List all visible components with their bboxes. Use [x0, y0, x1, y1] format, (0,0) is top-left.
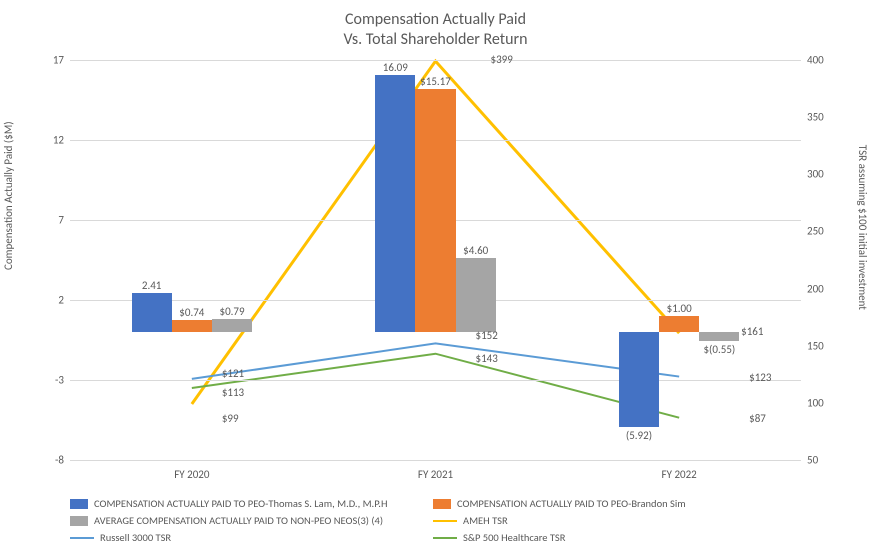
- gridline: [70, 460, 801, 461]
- legend-item-peo_sim: COMPENSATION ACTUALLY PAID TO PEO-Brando…: [433, 497, 778, 510]
- line-label-sp500hc_tsr: $87: [749, 412, 766, 425]
- legend: COMPENSATION ACTUALLY PAID TO PEO-Thomas…: [70, 497, 801, 548]
- legend-item-non_peo: AVERAGE COMPENSATION ACTUALLY PAID TO NO…: [70, 514, 415, 527]
- bar-non_peo: [212, 319, 252, 332]
- legend-label: Russell 3000 TSR: [100, 531, 171, 544]
- y-left-tick: -3: [55, 374, 64, 387]
- y-right-tick: 100: [807, 396, 824, 409]
- chart-container: Compensation Actually Paid Vs. Total Sha…: [0, 0, 871, 552]
- y-right-tick: 200: [807, 282, 824, 295]
- plot-area: -8-327121750100150200250300350400FY 2020…: [70, 60, 801, 460]
- line-label-ameh_tsr: $399: [491, 53, 513, 66]
- bar-label-peo_lam: 2.41: [142, 279, 162, 292]
- y-left-tick: 7: [58, 214, 64, 227]
- line-sp500hc_tsr: [192, 354, 679, 418]
- category-label: FY 2022: [662, 468, 697, 481]
- legend-swatch: [70, 516, 88, 526]
- category-label: FY 2021: [418, 468, 453, 481]
- legend-label: COMPENSATION ACTUALLY PAID TO PEO-Brando…: [457, 497, 686, 510]
- line-label-sp500hc_tsr: $113: [222, 386, 244, 399]
- y-left-tick: 2: [58, 294, 64, 307]
- bar-peo_lam: [375, 75, 415, 332]
- legend-item-russell_tsr: Russell 3000 TSR: [70, 531, 415, 544]
- bar-label-peo_sim: $1.00: [667, 302, 692, 315]
- line-label-ameh_tsr: $161: [741, 325, 763, 338]
- legend-swatch: [433, 499, 451, 509]
- y-right-tick: 150: [807, 339, 824, 352]
- legend-item-sp500hc_tsr: S&P 500 Healthcare TSR: [433, 531, 778, 544]
- line-label-russell_tsr: $121: [222, 367, 244, 380]
- category-label: FY 2020: [174, 468, 209, 481]
- chart-title: Compensation Actually Paid Vs. Total Sha…: [0, 10, 871, 50]
- legend-swatch: [433, 520, 457, 522]
- bar-non_peo: [456, 258, 496, 332]
- bar-label-peo_sim: $0.74: [179, 306, 204, 319]
- bar-label-peo_lam: (5.92): [626, 429, 652, 442]
- y-right-tick: 50: [807, 454, 818, 467]
- y-right-tick: 300: [807, 168, 824, 181]
- legend-swatch: [70, 537, 94, 539]
- y-left-tick: 12: [53, 134, 64, 147]
- bar-peo_sim: [172, 320, 212, 332]
- legend-label: AMEH TSR: [463, 514, 508, 527]
- legend-label: AVERAGE COMPENSATION ACTUALLY PAID TO NO…: [94, 514, 383, 527]
- gridline: [70, 380, 801, 381]
- bar-non_peo: [699, 332, 739, 341]
- line-label-russell_tsr: $123: [749, 371, 771, 384]
- line-label-sp500hc_tsr: $143: [476, 352, 498, 365]
- line-label-ameh_tsr: $99: [222, 412, 239, 425]
- bar-peo_sim: [415, 89, 455, 332]
- chart-title-line2: Vs. Total Shareholder Return: [343, 30, 527, 49]
- y-right-tick: 250: [807, 225, 824, 238]
- legend-label: COMPENSATION ACTUALLY PAID TO PEO-Thomas…: [94, 497, 387, 510]
- legend-label: S&P 500 Healthcare TSR: [463, 531, 565, 544]
- bar-peo_lam: [619, 332, 659, 427]
- y-left-tick: 17: [53, 54, 64, 67]
- bar-label-peo_lam: 16.09: [383, 61, 408, 74]
- bar-label-non_peo: $4.60: [463, 244, 488, 257]
- bar-label-non_peo: $(0.55): [703, 343, 735, 356]
- bar-label-non_peo: $0.79: [219, 305, 244, 318]
- legend-item-ameh_tsr: AMEH TSR: [433, 514, 778, 527]
- bar-peo_sim: [659, 316, 699, 332]
- legend-swatch: [70, 499, 88, 509]
- bar-peo_lam: [132, 293, 172, 332]
- y-right-tick: 400: [807, 54, 824, 67]
- gridline: [70, 60, 801, 61]
- chart-title-line1: Compensation Actually Paid: [345, 10, 526, 29]
- y-axis-left-label: Compensation Actually Paid ($M): [2, 121, 15, 270]
- line-label-russell_tsr: $152: [476, 329, 498, 342]
- y-left-tick: -8: [55, 454, 64, 467]
- y-axis-right-label: TSR assuming $100 initial investment: [856, 145, 869, 310]
- legend-swatch: [433, 537, 457, 539]
- bar-label-peo_sim: $15.17: [420, 75, 451, 88]
- legend-item-peo_lam: COMPENSATION ACTUALLY PAID TO PEO-Thomas…: [70, 497, 415, 510]
- y-right-tick: 350: [807, 111, 824, 124]
- line-russell_tsr: [192, 343, 679, 378]
